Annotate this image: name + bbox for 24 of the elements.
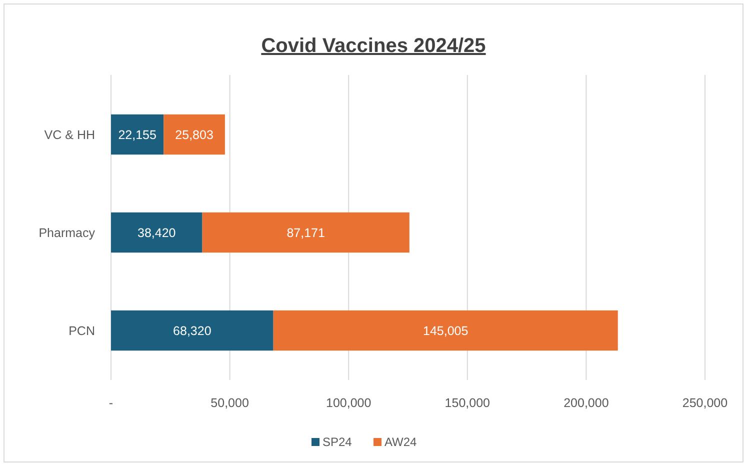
x-tick-label: 150,000 — [444, 396, 490, 410]
data-label: 87,171 — [286, 226, 326, 240]
bar — [273, 310, 618, 351]
x-tick-label: 250,000 — [682, 396, 728, 410]
x-tick-label: 200,000 — [564, 396, 609, 410]
data-label: 145,005 — [423, 324, 468, 338]
bar — [111, 212, 202, 253]
bar — [202, 212, 410, 253]
bar — [111, 310, 274, 351]
data-label: 38,420 — [138, 226, 176, 240]
data-label: 68,320 — [173, 324, 212, 338]
x-tick-label: - — [108, 396, 114, 410]
y-tick-label: PCN — [68, 324, 95, 338]
y-tick-label: Pharmacy — [38, 226, 96, 240]
bar — [111, 114, 164, 155]
data-label: 25,803 — [175, 128, 214, 142]
x-tick-label: 100,000 — [326, 396, 372, 410]
data-label: 22,155 — [118, 128, 156, 142]
bar — [164, 114, 225, 155]
chart-title: Covid Vaccines 2024/25 — [261, 35, 486, 57]
y-tick-label: VC & HH — [44, 128, 95, 142]
x-tick-label: 50,000 — [210, 396, 249, 410]
legend-label: SP24 — [322, 435, 352, 450]
legend-label: AW24 — [384, 435, 418, 450]
